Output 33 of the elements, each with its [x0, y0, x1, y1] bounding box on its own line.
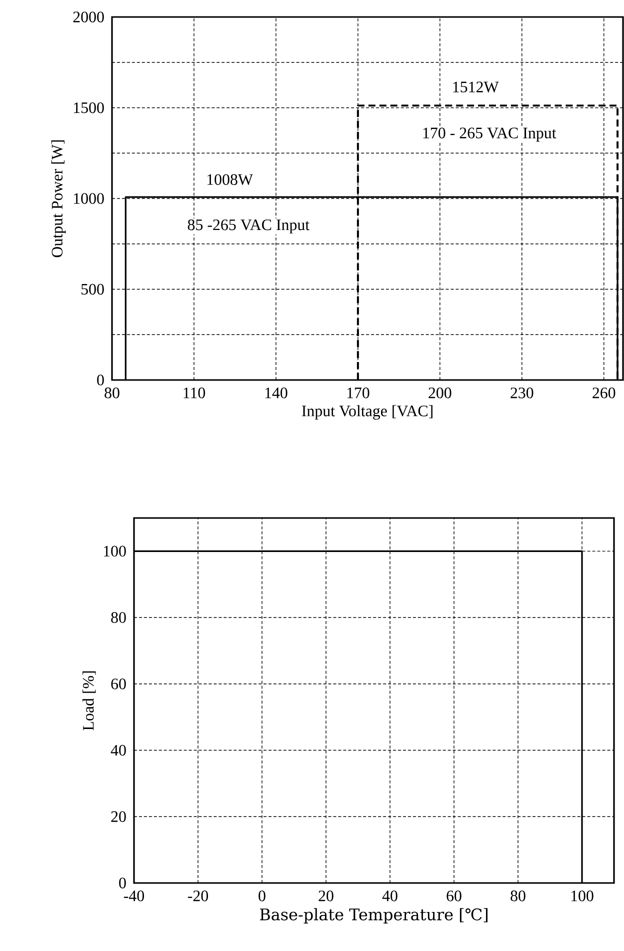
annotation: 170 - 265 VAC Input [423, 128, 556, 142]
annotation: 1512W [453, 82, 499, 92]
y-axis-title: Load [%] [82, 671, 96, 730]
x-tick-label: 170 [347, 388, 370, 398]
x-axis-title: Base-plate Temperature [℃] [260, 908, 488, 924]
x-tick-label: 60 [446, 890, 462, 902]
y-tick-label: 20 [111, 811, 126, 822]
y-tick-label: 0 [119, 878, 126, 888]
x-tick-label: 110 [184, 388, 206, 398]
x-tick-label: 80 [510, 890, 526, 902]
y-tick-label: 100 [104, 546, 126, 557]
y-tick-label: 500 [81, 284, 104, 295]
x-tick-label: 230 [510, 388, 534, 398]
x-tick-label: 260 [592, 388, 616, 398]
x-tick-label: -20 [188, 890, 208, 902]
x-axis-title: Input Voltage [VAC] [302, 405, 432, 420]
annotation: 85 -265 VAC Input [188, 219, 310, 234]
x-tick-label: -40 [124, 890, 144, 902]
x-tick-label: 100 [571, 890, 594, 902]
y-tick-label: 40 [110, 744, 126, 756]
x-tick-label: 20 [318, 890, 334, 902]
x-tick-label: 140 [265, 388, 288, 398]
y-tick-label: 1000 [74, 193, 104, 204]
x-tick-label: 0 [258, 890, 266, 902]
x-tick-label: 40 [382, 890, 398, 902]
y-tick-label: 60 [111, 678, 126, 690]
y-tick-label: 2000 [73, 12, 104, 22]
y-tick-label: 0 [97, 374, 104, 386]
x-tick-label: 200 [428, 388, 452, 398]
annotation: 1008W [207, 174, 253, 186]
y-axis-title: Output Power [W] [51, 140, 66, 258]
y-tick-label: 1500 [74, 102, 104, 114]
y-tick-label: 80 [111, 612, 126, 623]
